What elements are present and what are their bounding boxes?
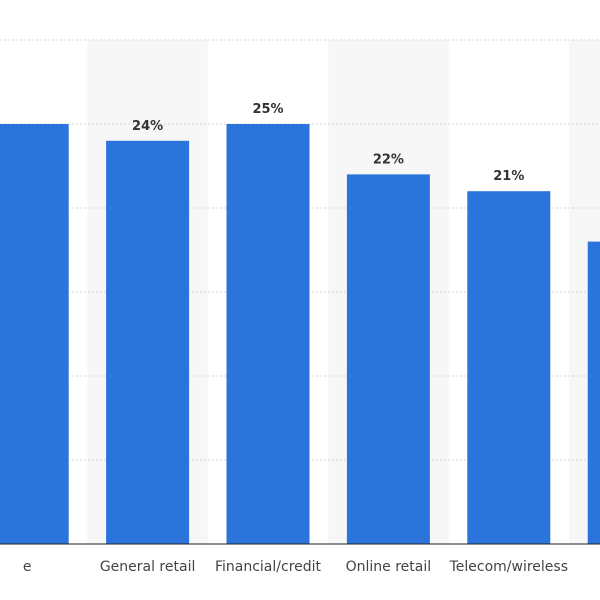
value-label: 24%	[132, 119, 163, 134]
x-tick-label: Telecom/wireless	[449, 559, 568, 575]
x-tick-label: General retail	[100, 559, 196, 575]
x-tick-label: Financial/credit	[215, 559, 322, 575]
bar[interactable]	[106, 140, 190, 545]
bar[interactable]	[346, 174, 430, 544]
x-tick-label: Online retail	[346, 559, 432, 575]
x-tick-label: e	[23, 559, 32, 575]
bar[interactable]	[0, 124, 69, 544]
value-label: 21%	[493, 169, 524, 184]
value-label: 25%	[252, 102, 283, 117]
bar[interactable]	[587, 241, 600, 544]
value-label: 22%	[373, 152, 404, 167]
bar[interactable]	[467, 191, 551, 544]
bar[interactable]	[226, 124, 310, 544]
